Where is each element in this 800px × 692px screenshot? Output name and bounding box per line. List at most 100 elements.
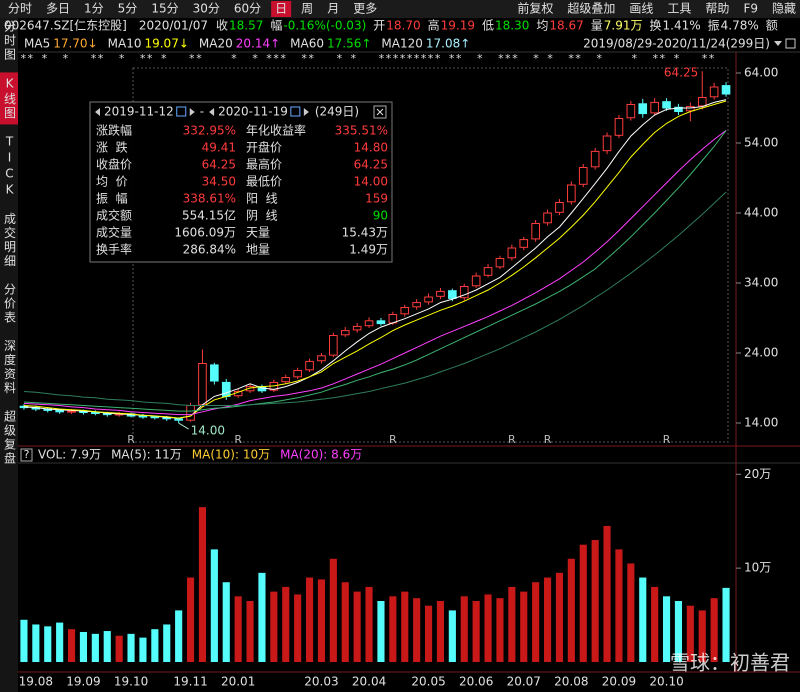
help-icon[interactable]: ? [24,448,30,461]
toolbar-tab[interactable]: 日 [275,2,287,16]
toolbar-tab[interactable]: 工具 [667,2,691,16]
x-tick-label: 20.08 [554,675,588,689]
stat-label: 地量 [246,243,270,257]
active-sidebar-bg [0,72,18,125]
stat-value: 338.61% [183,192,236,206]
toolbar-tab[interactable]: 前复权 [517,1,553,16]
toolbar-tab[interactable]: 画线 [629,2,653,16]
volume-bar [56,622,64,663]
volume-bar [186,577,195,663]
volume-bar [210,549,218,663]
r-marker: R [127,433,135,446]
stat-value: 1.49万 [349,243,388,257]
stat-label: 最高价 [246,157,282,172]
x-tick-label: 19.10 [114,675,148,689]
volume-bar [472,601,480,663]
stat-label: 收盘价 [96,157,132,172]
stat-value: 14.80 [354,141,388,155]
volume-bar [234,596,242,663]
volume-bar [79,631,88,663]
volume-bar [305,577,314,663]
y-tick-label: 34.00 [744,276,778,290]
candle-body [507,247,517,259]
toolbar-tab[interactable]: 15分 [151,2,178,16]
toolbar-tab[interactable]: 60分 [234,2,261,16]
y-tick-label: 20万 [744,467,771,481]
toolbar-tab[interactable]: 30分 [193,2,220,16]
stat-value: 159 [365,192,388,206]
volume-bar [246,601,254,663]
calendar-icon[interactable] [176,106,187,117]
volume-bar [413,598,421,663]
x-tick-label: 19.09 [66,675,100,689]
candle-body [519,239,529,248]
volume-bar [139,637,147,663]
ma-line [23,100,727,419]
day-count: (249日) [315,105,359,119]
date-separator: - [200,105,204,119]
toolbar-tab[interactable]: 多日 [46,2,70,16]
toolbar-tab[interactable]: 1分 [84,2,104,16]
prev-icon[interactable] [209,108,215,116]
candle-body [364,320,374,327]
volume-bar [20,619,28,663]
toolbar-tab[interactable]: 分时 [8,2,32,16]
volume-bar [377,601,385,663]
toolbar-tab[interactable]: F9 [743,2,758,16]
sidebar-tab[interactable]: K线图 [3,76,17,120]
stat-label: 涨 跌 [96,140,128,155]
low-pointer [178,422,189,430]
stat-value: 90 [373,209,388,223]
sidebar-tab[interactable]: 分时图 [3,20,17,62]
ma-legend-value: 17.70↓ [53,37,97,51]
volume-bar [591,539,599,663]
toolbar-tab[interactable]: 周 [301,2,313,16]
next-icon[interactable] [303,108,309,116]
volume-bar [496,598,504,663]
sidebar-tab[interactable]: 成交明细 [3,212,17,268]
stat-value: 34.50 [202,175,236,189]
prev-icon[interactable] [95,108,100,116]
volume-bar [436,601,445,663]
calendar-icon[interactable] [290,106,301,117]
candle-body [340,330,350,336]
next-icon[interactable] [189,108,195,116]
stat-label: 振 幅 [96,191,128,206]
close-button[interactable] [373,105,387,119]
volume-bar [151,629,159,663]
toolbar-tab[interactable]: 月 [327,2,339,16]
quote-label: 高 [428,18,440,33]
ma-legend-name: MA20 [199,37,233,51]
stat-label: 阳 线 [246,192,278,206]
toolbar-tab[interactable]: 超级叠加 [567,1,615,16]
candle-body [305,360,314,371]
ma-legend-name: MA60 [290,37,324,51]
volume-bar [508,586,516,663]
quote-label: 额 [766,19,778,33]
quote-value: 18.57 [229,19,263,33]
close-icon [376,108,384,116]
sidebar-tab[interactable]: 超级复盘 [3,408,17,465]
sidebar-bg [0,18,18,692]
volume-bar [401,591,409,663]
ma-legend-value: 17.56↑ [327,37,371,51]
toolbar-tab[interactable]: 5分 [118,2,138,16]
sidebar-tab[interactable]: 分价表 [3,282,17,324]
quote-label: 收 [216,19,228,33]
candle-body [709,86,719,98]
volume-bar [651,586,659,663]
candle-body [448,290,457,299]
stat-value: 14.00 [354,175,388,189]
toolbar-tab[interactable]: 帮助 [705,2,729,16]
sidebar-tab[interactable]: TICK [3,134,17,198]
sidebar-tab[interactable]: 深度资料 [3,339,17,395]
stat-label: 阴 线 [246,209,278,223]
toolbar-tab[interactable]: 更多 [353,2,377,16]
stat-label: 最低价 [246,175,282,189]
candle-body [555,202,564,213]
ma-line [23,130,727,416]
candle-body [638,103,648,115]
selection-frame [132,67,729,443]
toolbar-tab[interactable]: 隐藏 [772,2,796,16]
candle-body [483,267,493,276]
